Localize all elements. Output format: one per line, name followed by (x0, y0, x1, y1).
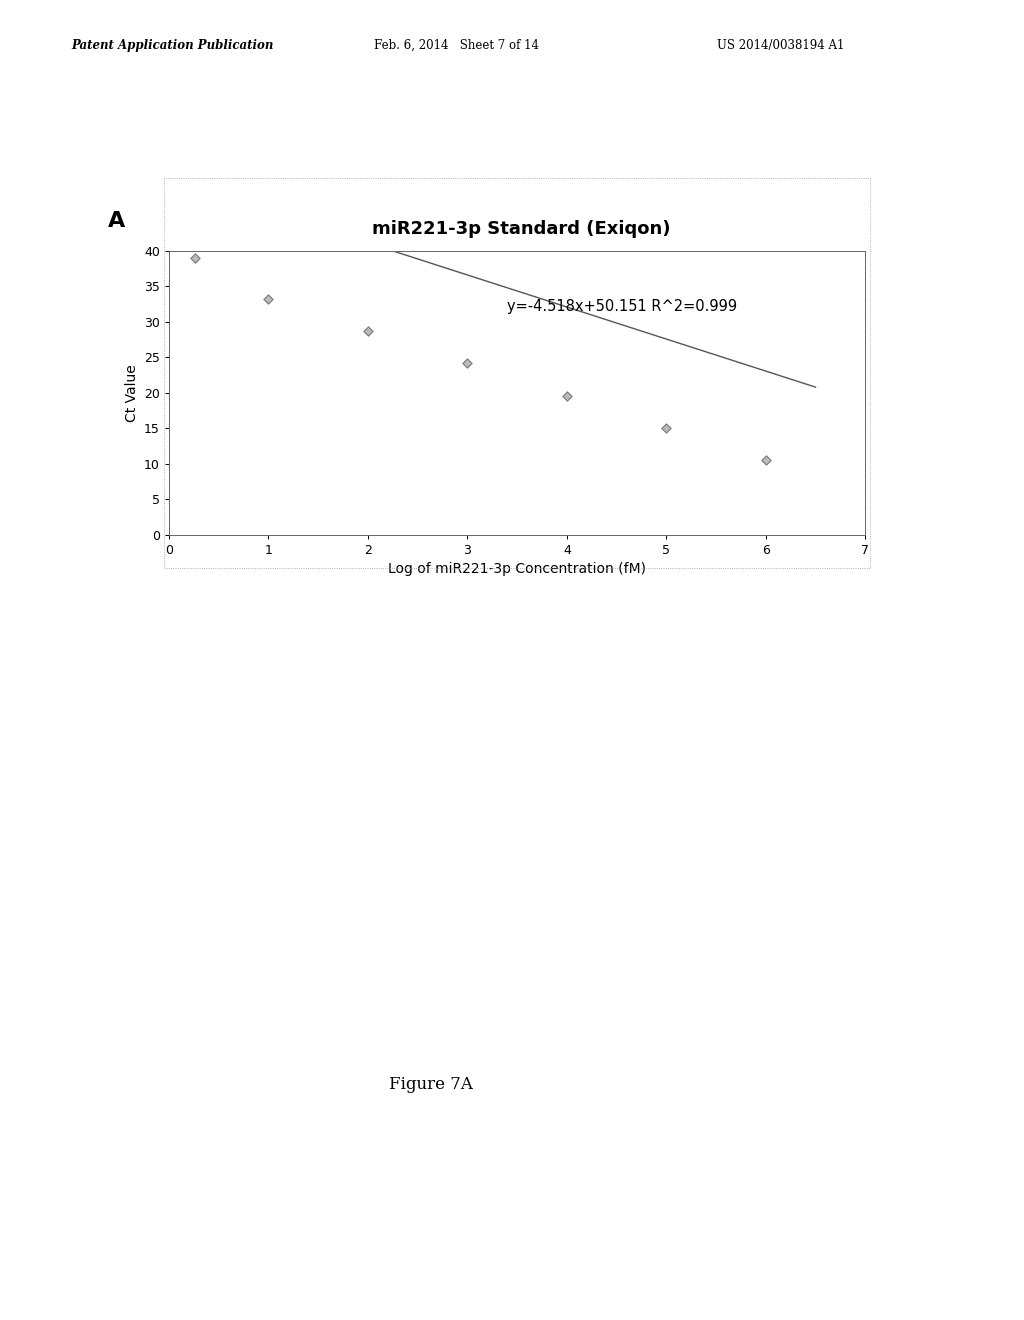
Text: A: A (108, 211, 125, 231)
Point (459, 352, 475, 374)
Text: Patent Application Publication: Patent Application Publication (72, 38, 274, 51)
Point (758, 449, 774, 470)
Point (658, 417, 675, 438)
Text: Feb. 6, 2014   Sheet 7 of 14: Feb. 6, 2014 Sheet 7 of 14 (374, 38, 539, 51)
Text: miR221-3p Standard (Exiqon): miR221-3p Standard (Exiqon) (372, 220, 671, 238)
X-axis label: Log of miR221-3p Concentration (fM): Log of miR221-3p Concentration (fM) (388, 562, 646, 577)
Y-axis label: Ct Value: Ct Value (125, 364, 138, 421)
Text: Figure 7A: Figure 7A (389, 1076, 473, 1093)
Point (186, 248, 203, 269)
Text: y=-4.518x+50.151 R^2=0.999: y=-4.518x+50.151 R^2=0.999 (507, 300, 737, 314)
Point (559, 385, 575, 407)
Point (359, 321, 376, 342)
Point (260, 289, 276, 310)
Text: US 2014/0038194 A1: US 2014/0038194 A1 (717, 38, 844, 51)
